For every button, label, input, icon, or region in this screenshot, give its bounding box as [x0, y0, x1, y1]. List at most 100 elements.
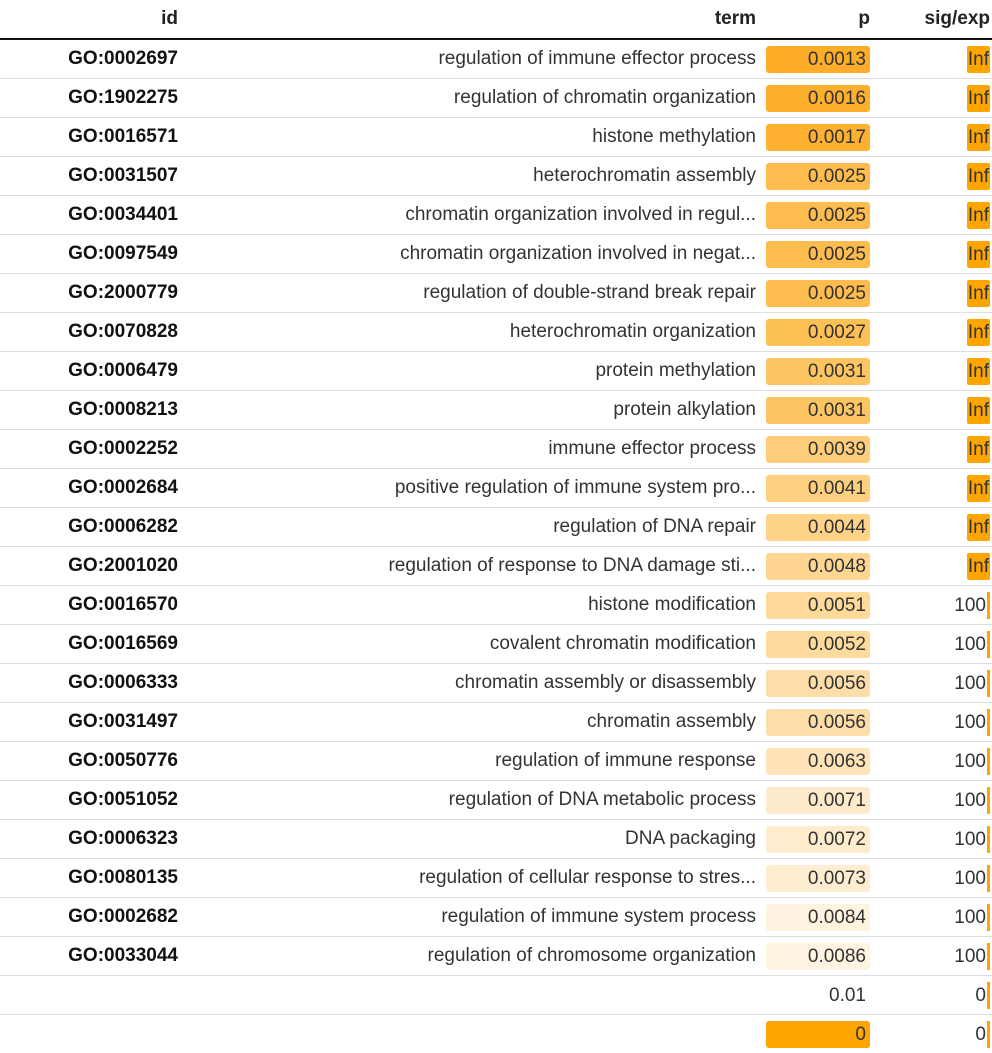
- sig-exp-bar: [987, 825, 990, 853]
- sig-exp-wrap: 100: [878, 903, 990, 931]
- go-term: regulation of cellular response to stres…: [186, 858, 764, 898]
- sig-exp-wrap: Inf: [878, 123, 990, 151]
- p-value-cell: 0.0051: [764, 585, 878, 625]
- go-term: heterochromatin assembly: [186, 156, 764, 196]
- sig-exp-bar: [987, 669, 990, 697]
- sig-exp-bar: [987, 864, 990, 892]
- header-p[interactable]: p: [764, 0, 878, 40]
- p-value-bar: 0.0056: [766, 669, 870, 697]
- sig-exp-cell: 0: [878, 975, 992, 1015]
- p-value-bar: 0.0027: [766, 318, 870, 346]
- go-id: GO:0006333: [0, 663, 186, 703]
- header-sig-exp[interactable]: sig/exp: [878, 0, 992, 40]
- table-body: GO:0002697 regulation of immune effector …: [0, 39, 992, 1053]
- p-value-cell: 0.0072: [764, 819, 878, 859]
- table-row: GO:0006282 regulation of DNA repair 0.0044…: [0, 507, 992, 547]
- sig-exp-cell: Inf: [878, 468, 992, 508]
- sig-exp-wrap: Inf: [878, 396, 990, 424]
- header-term[interactable]: term: [186, 0, 764, 40]
- go-term: [186, 975, 764, 1015]
- sig-exp-value: 100: [954, 906, 986, 928]
- p-value-cell: 0.0025: [764, 273, 878, 313]
- sig-exp-value: 100: [954, 789, 986, 811]
- sig-exp-value: Inf: [966, 240, 990, 268]
- go-term: [186, 1014, 764, 1053]
- sig-exp-value: Inf: [966, 552, 990, 580]
- go-id: GO:0006323: [0, 819, 186, 859]
- table-row: GO:2001020 regulation of response to DNA …: [0, 546, 992, 586]
- go-term: chromatin assembly: [186, 702, 764, 742]
- p-value-bar: 0.0086: [766, 942, 870, 970]
- table-row: GO:0034401 chromatin organization involve…: [0, 195, 992, 235]
- sig-exp-bar: [987, 942, 990, 970]
- p-value-cell: 0.0041: [764, 468, 878, 508]
- p-value-bar: 0.0031: [766, 396, 870, 424]
- go-term: chromatin organization involved in regul…: [186, 195, 764, 235]
- go-id: GO:2000779: [0, 273, 186, 313]
- go-term: regulation of chromosome organization: [186, 936, 764, 976]
- go-id: GO:0002252: [0, 429, 186, 469]
- sig-exp-wrap: Inf: [878, 513, 990, 541]
- p-value-cell: 0.0073: [764, 858, 878, 898]
- sig-exp-cell: Inf: [878, 195, 992, 235]
- sig-exp-cell: Inf: [878, 39, 992, 79]
- go-term: heterochromatin organization: [186, 312, 764, 352]
- sig-exp-value: Inf: [966, 201, 990, 229]
- table-row: GO:2000779 regulation of double-strand br…: [0, 273, 992, 313]
- go-term: chromatin organization involved in negat…: [186, 234, 764, 274]
- sig-exp-cell: 100: [878, 624, 992, 664]
- go-term: regulation of DNA metabolic process: [186, 780, 764, 820]
- go-term: protein methylation: [186, 351, 764, 391]
- sig-exp-value: Inf: [966, 45, 990, 73]
- sig-exp-value: 0: [975, 984, 986, 1006]
- go-id: GO:0002684: [0, 468, 186, 508]
- sig-exp-value: 100: [954, 672, 986, 694]
- sig-exp-value: 100: [954, 828, 986, 850]
- table-row: GO:0097549 chromatin organization involve…: [0, 234, 992, 274]
- p-value-bar: 0.0041: [766, 474, 870, 502]
- sig-exp-wrap: Inf: [878, 201, 990, 229]
- go-term: regulation of response to DNA damage sti…: [186, 546, 764, 586]
- go-term: regulation of immune effector process: [438, 48, 756, 69]
- go-id: GO:0070828: [0, 312, 186, 352]
- go-term: regulation of immune system process: [186, 897, 764, 937]
- header-row: id term p sig/exp: [0, 0, 992, 40]
- go-id: GO:1902275: [0, 78, 186, 118]
- sig-exp-wrap: 100: [878, 864, 990, 892]
- go-id: GO:0031507: [0, 156, 186, 196]
- sig-exp-cell: Inf: [878, 234, 992, 274]
- sig-exp-cell: 0: [878, 1014, 992, 1053]
- sig-exp-value: 100: [954, 750, 986, 772]
- go-term: histone modification: [186, 585, 764, 625]
- sig-exp-cell: Inf: [878, 273, 992, 313]
- go-id: GO:2001020: [0, 546, 186, 586]
- sig-exp-cell: Inf: [878, 429, 992, 469]
- header-id[interactable]: id: [0, 0, 186, 40]
- p-value-cell: 0.0048: [764, 546, 878, 586]
- go-id: GO:0031497: [0, 702, 186, 742]
- p-value-bar: 0.0084: [766, 903, 870, 931]
- sig-exp-bar: [987, 903, 990, 931]
- table-row: GO:0031497 chromatin assembly 0.0056 100: [0, 702, 992, 742]
- p-value-cell: 0.0084: [764, 897, 878, 937]
- go-id: GO:0080135: [0, 858, 186, 898]
- p-value-bar: 0.0039: [766, 435, 870, 463]
- go-id: GO:0008213: [0, 390, 186, 430]
- go-id: GO:0016570: [0, 585, 186, 625]
- sig-exp-cell: 100: [878, 819, 992, 859]
- table-row: GO:0031507 heterochromatin assembly 0.0025…: [0, 156, 992, 196]
- table-row: GO:0016569 covalent chromatin modificatio…: [0, 624, 992, 664]
- go-id: [0, 1014, 186, 1053]
- sig-exp-wrap: Inf: [878, 435, 990, 463]
- p-value-bar: 0.0063: [766, 747, 870, 775]
- sig-exp-bar: [987, 786, 990, 814]
- go-id: GO:0034401: [0, 195, 186, 235]
- table-row: GO:0006323 DNA packaging 0.0072 100: [0, 819, 992, 859]
- p-value-cell: 0.0017: [764, 117, 878, 157]
- sig-exp-wrap: 100: [878, 825, 990, 853]
- sig-exp-wrap: Inf: [878, 279, 990, 307]
- sig-exp-cell: Inf: [878, 117, 992, 157]
- sig-exp-wrap: 0: [878, 981, 990, 1009]
- sig-exp-cell: 100: [878, 780, 992, 820]
